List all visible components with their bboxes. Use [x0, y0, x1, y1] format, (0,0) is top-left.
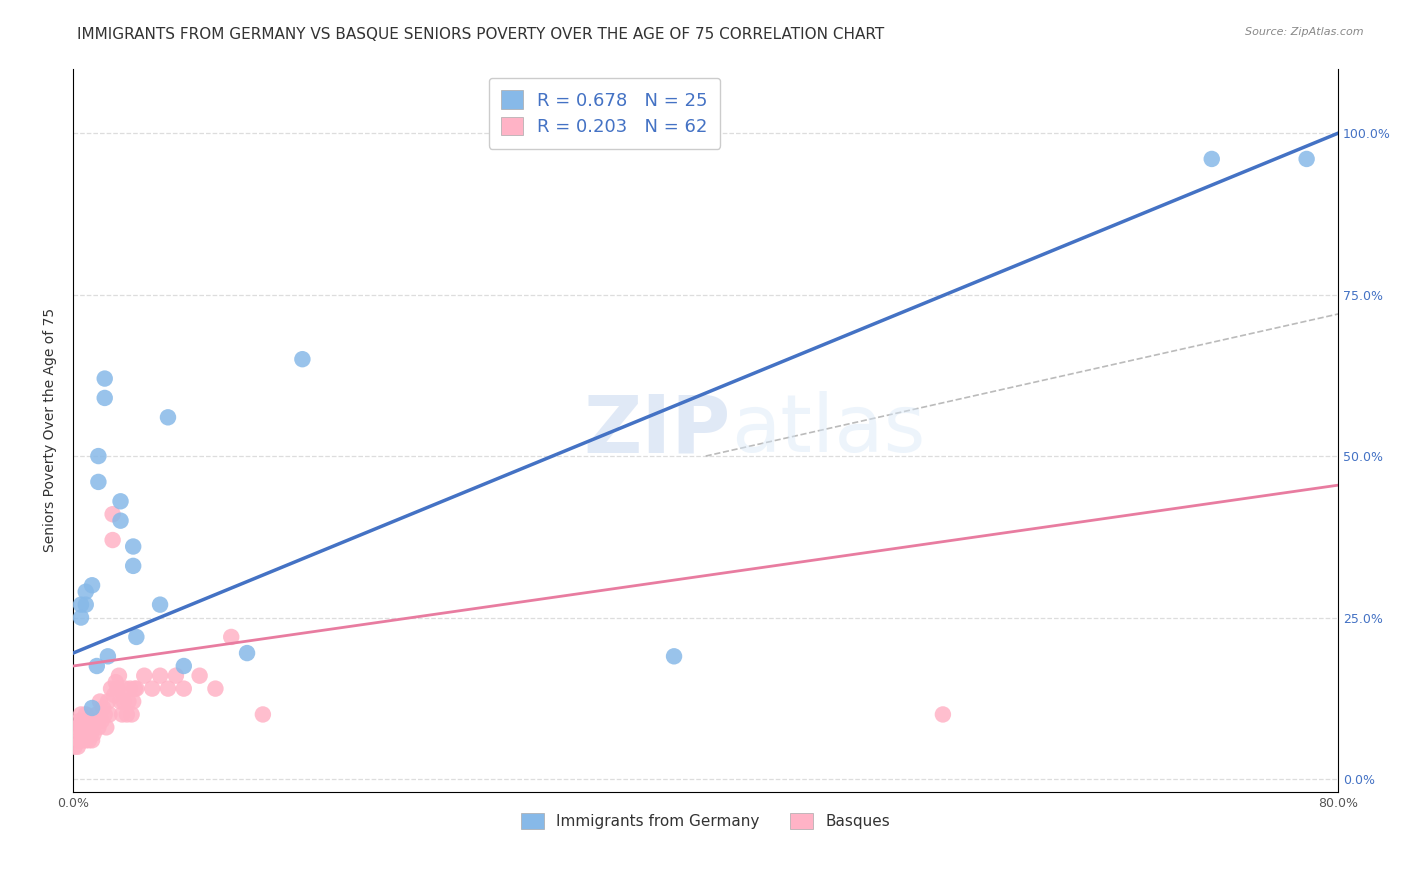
Point [67, 714, 90, 728]
Point [188, 669, 211, 683]
Point [76, 714, 98, 728]
Point [101, 507, 124, 521]
Point [84, 714, 107, 728]
Point [110, 514, 132, 528]
Point [87, 475, 110, 489]
Point [156, 681, 179, 696]
Point [79, 714, 101, 728]
Point [97, 649, 120, 664]
Point [932, 707, 955, 722]
Point [76, 727, 98, 741]
Point [662, 649, 685, 664]
Point [149, 598, 172, 612]
Point [219, 630, 242, 644]
Point [125, 681, 148, 696]
Point [70, 727, 93, 741]
Point [67, 733, 90, 747]
Point [87, 449, 110, 463]
Y-axis label: Seniors Poverty Over the Age of 75: Seniors Poverty Over the Age of 75 [44, 308, 58, 552]
Point [72, 720, 94, 734]
Point [112, 694, 135, 708]
Point [122, 694, 145, 708]
Point [122, 540, 145, 554]
Point [125, 630, 148, 644]
Point [108, 669, 131, 683]
Text: IMMIGRANTS FROM GERMANY VS BASQUE SENIORS POVERTY OVER THE AGE OF 75 CORRELATION: IMMIGRANTS FROM GERMANY VS BASQUE SENIOR… [77, 27, 884, 42]
Point [156, 410, 179, 425]
Point [77, 733, 100, 747]
Point [75, 733, 97, 747]
Point [124, 681, 146, 696]
Point [73, 714, 96, 728]
Point [80, 578, 103, 592]
Point [101, 533, 124, 547]
Point [1201, 152, 1223, 166]
Point [204, 681, 226, 696]
Point [96, 720, 118, 734]
Point [98, 707, 121, 722]
Point [86, 659, 108, 673]
Point [134, 669, 156, 683]
Point [66, 720, 89, 734]
Point [86, 707, 108, 722]
Legend: Immigrants from Germany, Basques: Immigrants from Germany, Basques [515, 806, 896, 835]
Point [121, 707, 143, 722]
Point [115, 707, 138, 722]
Point [75, 707, 97, 722]
Point [173, 659, 195, 673]
Point [72, 733, 94, 747]
Point [93, 391, 115, 405]
Point [105, 681, 128, 696]
Point [83, 727, 105, 741]
Point [103, 688, 125, 702]
Point [100, 681, 122, 696]
Point [118, 681, 141, 696]
Point [93, 707, 115, 722]
Text: ZIP: ZIP [583, 392, 731, 469]
Point [252, 707, 274, 722]
Point [80, 733, 103, 747]
Point [97, 694, 120, 708]
Point [291, 352, 314, 367]
Point [65, 727, 87, 741]
Point [73, 727, 96, 741]
Point [1295, 152, 1317, 166]
Point [90, 714, 112, 728]
Point [80, 701, 103, 715]
Point [91, 701, 114, 715]
Point [149, 669, 172, 683]
Point [66, 739, 89, 754]
Point [165, 669, 187, 683]
Point [117, 694, 139, 708]
Point [89, 694, 111, 708]
Point [110, 694, 132, 708]
Point [236, 646, 259, 660]
Point [79, 727, 101, 741]
Point [80, 720, 103, 734]
Point [141, 681, 163, 696]
Point [75, 584, 97, 599]
Point [122, 558, 145, 573]
Point [110, 494, 132, 508]
Point [77, 720, 100, 734]
Point [70, 707, 93, 722]
Point [104, 675, 127, 690]
Point [63, 739, 86, 754]
Point [114, 681, 136, 696]
Point [173, 681, 195, 696]
Point [111, 707, 134, 722]
Point [70, 610, 93, 624]
Text: atlas: atlas [731, 392, 925, 469]
Point [75, 598, 97, 612]
Text: Source: ZipAtlas.com: Source: ZipAtlas.com [1246, 27, 1364, 37]
Point [70, 598, 93, 612]
Point [93, 371, 115, 385]
Point [87, 720, 110, 734]
